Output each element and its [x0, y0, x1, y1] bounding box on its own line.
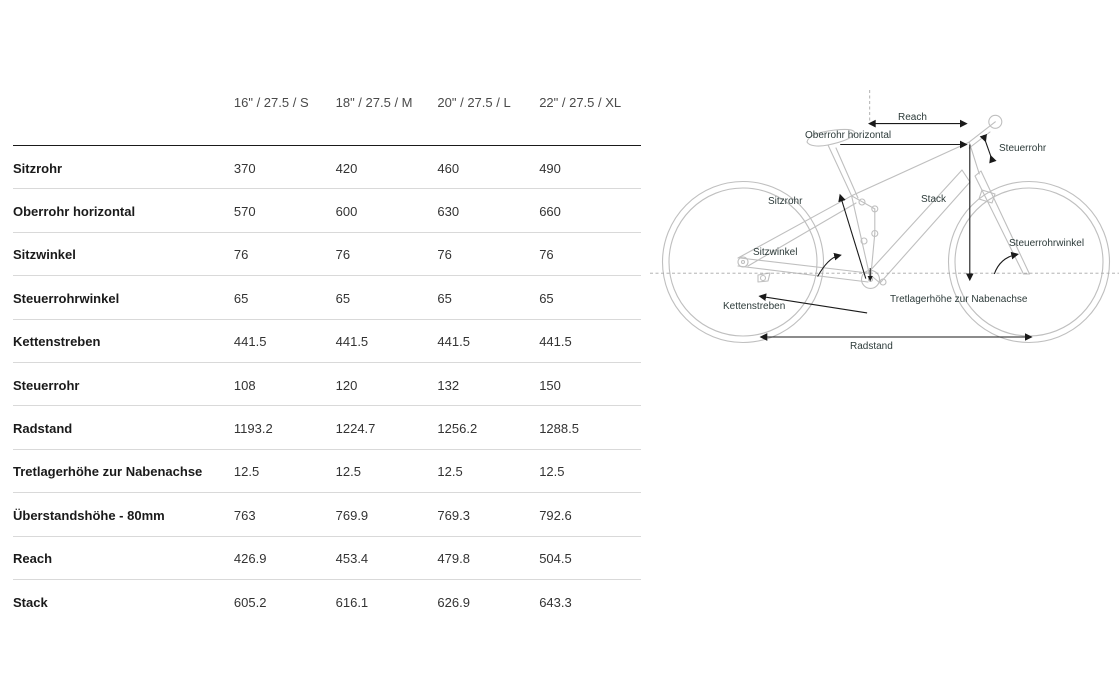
svg-text:Stack: Stack — [921, 194, 947, 205]
svg-text:Kettenstreben: Kettenstreben — [723, 301, 785, 312]
svg-text:Radstand: Radstand — [850, 341, 893, 352]
svg-text:Sitzwinkel: Sitzwinkel — [753, 247, 797, 258]
svg-text:Steuerrohr: Steuerrohr — [999, 143, 1047, 154]
svg-text:Tretlagerhöhe zur Nabenachse: Tretlagerhöhe zur Nabenachse — [890, 294, 1028, 305]
svg-text:Sitzrohr: Sitzrohr — [768, 196, 803, 207]
svg-text:Steuerrohrwinkel: Steuerrohrwinkel — [1009, 238, 1084, 249]
svg-text:Reach: Reach — [898, 112, 927, 123]
svg-text:Oberrohr horizontal: Oberrohr horizontal — [805, 130, 891, 141]
